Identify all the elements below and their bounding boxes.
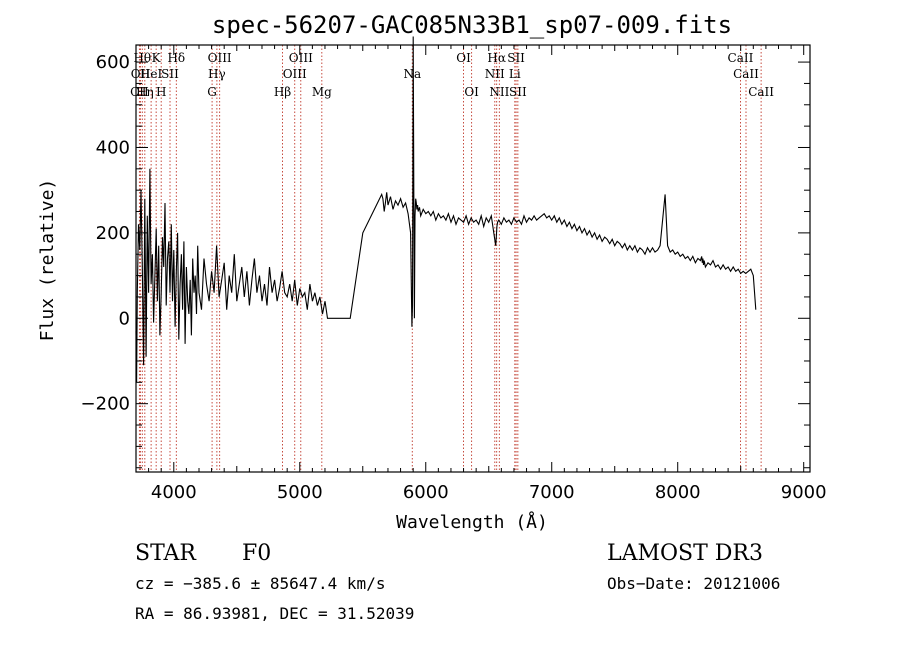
chart-title: spec-56207-GAC085N33B1_sp07-009.fits: [212, 11, 732, 39]
object-class: STAR: [135, 541, 197, 566]
line-label-3: Hη: [136, 85, 154, 99]
object-subclass: F0: [242, 541, 271, 566]
line-label-24: SII: [509, 85, 527, 99]
line-label-8: Hδ: [167, 51, 185, 65]
x-tick-label-3: 7000: [529, 482, 575, 503]
y-tick-label-4: 600: [96, 52, 130, 73]
line-label-5: K: [152, 51, 162, 65]
y-tick-label-1: 0: [119, 308, 130, 329]
line-label-18: OI: [464, 85, 479, 99]
line-label-6: H: [156, 85, 166, 99]
y-tick-label-0: −200: [81, 394, 130, 415]
line-label-26: CaII: [733, 67, 759, 81]
line-label-19: NII: [485, 67, 505, 81]
line-label-12: Hβ: [274, 85, 291, 99]
line-label-15: Mg: [312, 85, 332, 99]
line-label-21: NII: [489, 85, 509, 99]
line-label-17: OI: [456, 51, 471, 65]
line-label-14: OIII: [289, 51, 313, 65]
redshift-readout: cz = −385.6 ± 85647.4 km/s: [135, 574, 385, 593]
y-tick-label-3: 400: [96, 137, 130, 158]
line-label-11: OIII: [208, 51, 232, 65]
line-label-9: G: [207, 85, 217, 99]
line-label-25: CaII: [728, 51, 754, 65]
line-label-7: SII: [161, 67, 179, 81]
y-tick-label-2: 200: [96, 223, 130, 244]
x-tick-label-4: 8000: [655, 482, 701, 503]
line-label-2: Hθ: [133, 51, 151, 65]
x-tick-label-1: 5000: [277, 482, 323, 503]
coordinates: RA = 86.93981, DEC = 31.52039: [135, 604, 414, 623]
line-label-23: Li: [509, 67, 521, 81]
line-label-22: SII: [507, 51, 525, 65]
x-tick-label-5: 9000: [781, 482, 827, 503]
line-label-10: Hγ: [208, 67, 226, 81]
line-label-27: CaII: [748, 85, 774, 99]
x-axis-ticks: 4000 5000 6000 7000 8000 9000: [148, 45, 827, 503]
obs-date: Obs−Date: 20121006: [607, 574, 780, 593]
line-label-20: Hα: [487, 51, 506, 65]
line-label-13: OIII: [283, 67, 307, 81]
y-axis-label: Flux (relative): [37, 179, 58, 342]
x-axis-label: Wavelength (Å): [396, 511, 548, 533]
line-label-0: CII: [130, 85, 149, 99]
spectral-line-markers: [138, 45, 762, 472]
x-tick-label-2: 6000: [403, 482, 449, 503]
x-tick-label-0: 4000: [151, 482, 197, 503]
line-label-4: HeI: [140, 67, 163, 81]
plot-frame: [135, 44, 811, 473]
y-axis-ticks: −200 0 200 400 600: [81, 52, 810, 469]
spectral-line-labels: CIIOIIHθHηHeIKHSIIHδGHγOIIIHβOIIIOIIIMgN…: [130, 51, 774, 99]
survey-name: LAMOST DR3: [607, 541, 763, 566]
spectrum-line: [135, 36, 757, 383]
line-label-16: Na: [403, 67, 421, 81]
